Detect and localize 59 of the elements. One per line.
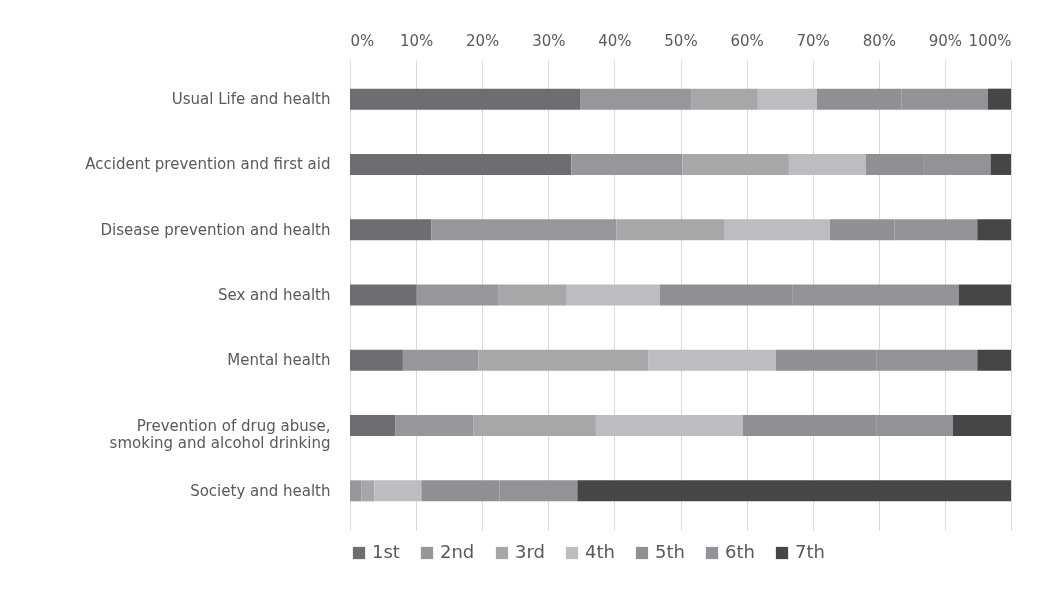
bar [571, 153, 683, 175]
bar [757, 88, 817, 110]
bar [958, 284, 1011, 306]
bar [350, 284, 417, 306]
y-tick-label: Disease prevention and health [100, 220, 331, 239]
legend-label: 7th [795, 541, 825, 562]
bar [977, 349, 1011, 371]
legend-label: 4th [585, 541, 615, 562]
x-tick-label: 60% [730, 31, 764, 50]
x-tick-label: 90% [928, 31, 963, 50]
bar [416, 284, 499, 306]
x-tick-label: 10% [399, 31, 434, 50]
bar [361, 480, 375, 502]
x-tick-label: 70% [796, 31, 830, 50]
bar [374, 480, 422, 502]
y-tick-label: Sex and health [217, 286, 331, 304]
bar [577, 480, 1011, 502]
legend-label: 2nd [440, 541, 475, 562]
bar [580, 88, 692, 110]
bar [498, 284, 567, 306]
bar [595, 415, 743, 437]
legend-label: 5th [655, 541, 685, 562]
bar [566, 284, 661, 306]
bar [952, 415, 1011, 437]
bar [478, 349, 649, 371]
legend-label: 1st [372, 541, 400, 562]
bar [648, 349, 776, 371]
x-tick-label: 100% [968, 31, 1012, 50]
x-tick-label: 30% [532, 31, 566, 50]
bar [987, 88, 1011, 110]
bar [350, 349, 403, 371]
legend-label: 6th [725, 541, 755, 562]
bar [788, 153, 866, 175]
bar [682, 153, 789, 175]
bar [395, 415, 474, 437]
bar [473, 415, 596, 437]
y-tick-label: Usual Life and health [171, 90, 331, 109]
bar [402, 349, 479, 371]
bar [616, 219, 725, 241]
legend-label: 3rd [515, 541, 545, 562]
bar [990, 153, 1011, 175]
bar [350, 480, 362, 502]
bar [350, 153, 572, 175]
bar [431, 219, 617, 241]
bar [350, 88, 581, 110]
bar [977, 219, 1011, 241]
y-tick-label: Prevention of drug abuse, smoking and alcohol drinking [109, 416, 331, 452]
x-tick-label: 0% [350, 31, 375, 50]
y-tick-label: Mental health [227, 351, 331, 370]
y-tick-label: Accident prevention and first aid [85, 155, 331, 174]
x-tick-label: 80% [862, 31, 896, 50]
bar [724, 219, 830, 241]
bar [691, 88, 758, 110]
x-tick-label: 20% [466, 31, 500, 50]
bar [350, 415, 396, 437]
y-tick-label: Society and health [190, 481, 331, 500]
x-tick-label: 50% [664, 31, 698, 50]
x-tick-label: 40% [598, 31, 632, 50]
bar [350, 219, 432, 241]
